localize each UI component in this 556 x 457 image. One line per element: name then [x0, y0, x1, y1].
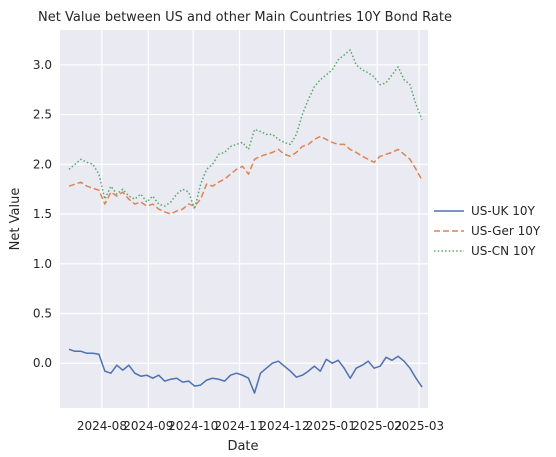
y-tick-label: 0.0 — [33, 356, 52, 370]
y-tick-label: 0.5 — [33, 307, 52, 321]
y-tick-label: 2.5 — [33, 108, 52, 122]
plot-area — [60, 30, 428, 408]
y-tick-label: 2.0 — [33, 157, 52, 171]
series-line-1 — [68, 348, 423, 394]
x-tick-label: 2025-01 — [306, 419, 356, 433]
grid-lines — [60, 30, 428, 408]
series-layer — [68, 49, 423, 394]
legend-label: US-UK 10Y — [471, 204, 535, 218]
y-tick-labels: 0.0 0.5 1.0 1.5 2.0 2.5 3.0 — [33, 58, 52, 370]
chart-title: Net Value between US and other Main Coun… — [38, 10, 452, 25]
x-tick-label: 2024-08 — [77, 419, 127, 433]
y-tick-label: 3.0 — [33, 58, 52, 72]
y-tick-label: 1.5 — [33, 207, 52, 221]
legend-label: US-CN 10Y — [471, 244, 536, 258]
x-tick-label: 2024-09 — [123, 419, 173, 433]
y-tick-label: 1.0 — [33, 257, 52, 271]
legend: US-UK 10Y US-Ger 10Y US-CN 10Y — [434, 204, 541, 258]
series-line-2 — [68, 135, 423, 215]
x-tick-label: 2024-10 — [168, 419, 218, 433]
y-axis-label: Net Value — [8, 188, 23, 251]
series-line-3 — [68, 49, 423, 210]
x-tick-label: 2025-03 — [394, 419, 444, 433]
x-tick-label: 2025-02 — [352, 419, 402, 433]
x-axis-label: Date — [227, 439, 258, 454]
x-tick-label: 2024-11 — [214, 419, 264, 433]
x-tick-label: 2024-12 — [259, 419, 309, 433]
legend-label: US-Ger 10Y — [471, 224, 541, 238]
x-tick-labels: 2024-082024-092024-102024-112024-122025-… — [77, 419, 444, 433]
